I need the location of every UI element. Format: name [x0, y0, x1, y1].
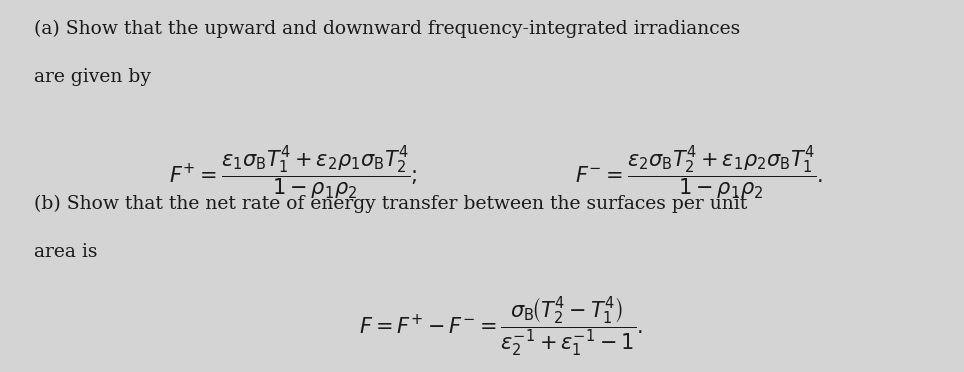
Text: $F^{+} = \dfrac{\epsilon_1\sigma_{\mathrm{B}} T_1^4 + \epsilon_2\rho_1\sigma_{\m: $F^{+} = \dfrac{\epsilon_1\sigma_{\mathr…: [169, 144, 417, 202]
Text: $F^{-} = \dfrac{\epsilon_2\sigma_{\mathrm{B}} T_2^4 + \epsilon_1\rho_2\sigma_{\m: $F^{-} = \dfrac{\epsilon_2\sigma_{\mathr…: [576, 144, 823, 202]
Text: area is: area is: [10, 243, 97, 260]
Text: are given by: are given by: [10, 68, 150, 86]
Text: $F = F^{+} - F^{-} = \dfrac{\sigma_{\mathrm{B}}\!\left(T_2^4 - T_1^4\right)}{\ep: $F = F^{+} - F^{-} = \dfrac{\sigma_{\mat…: [359, 295, 643, 358]
Text: (b) Show that the net rate of energy transfer between the surfaces per unit: (b) Show that the net rate of energy tra…: [10, 195, 747, 214]
Text: (a) Show that the upward and downward frequency-integrated irradiances: (a) Show that the upward and downward fr…: [10, 20, 740, 38]
